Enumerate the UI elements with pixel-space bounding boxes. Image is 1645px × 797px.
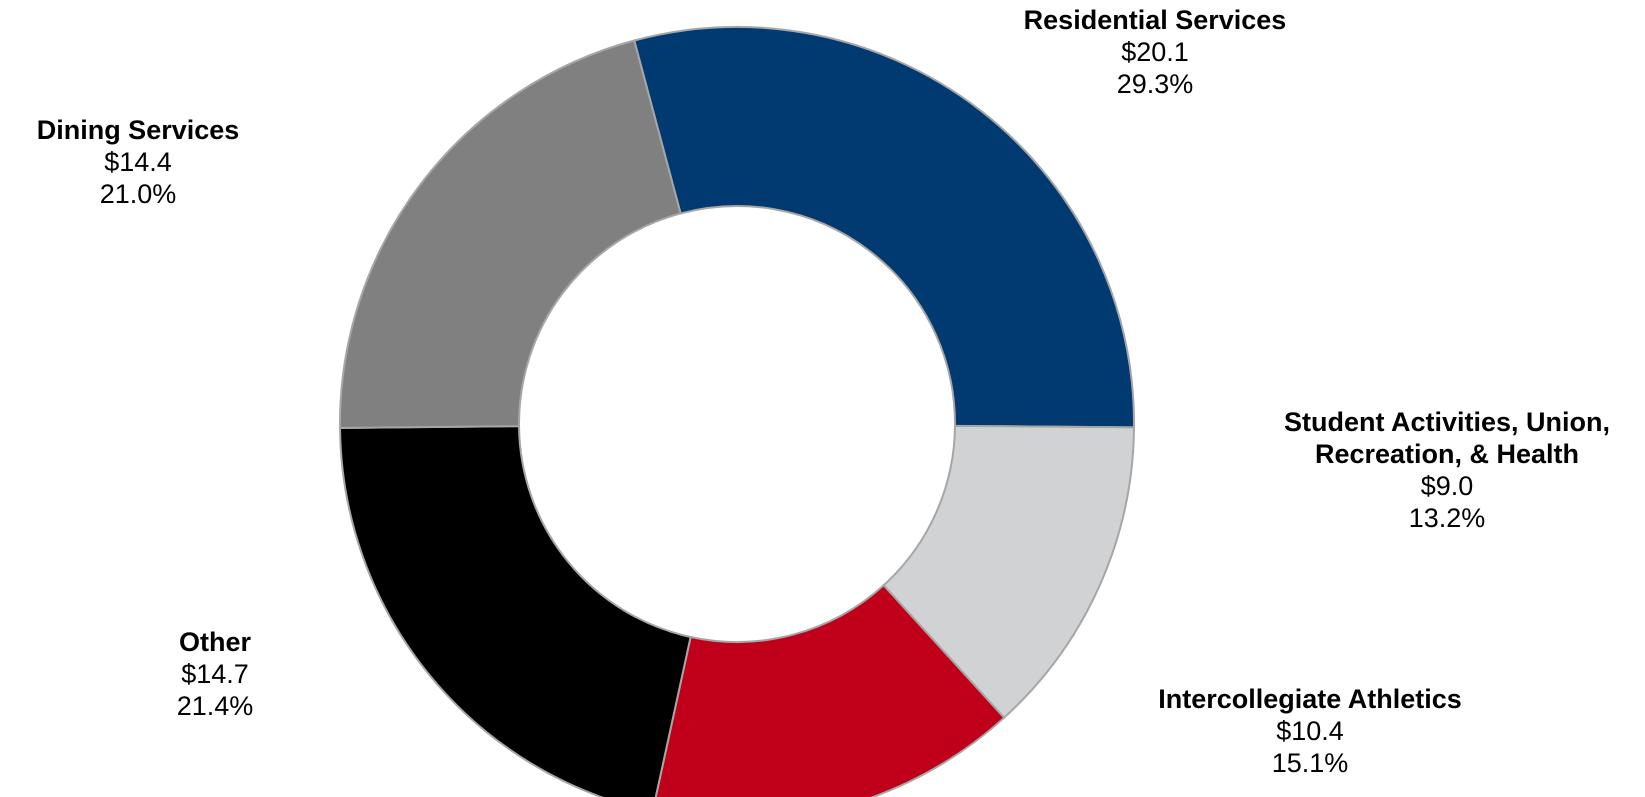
slice-percent: 29.3% [1005,68,1305,100]
slice-value: $20.1 [1005,36,1305,68]
donut-slices [340,27,1134,797]
slice-name: Other [135,626,295,658]
slice-value: $14.4 [0,146,276,178]
slice-other [340,426,691,797]
slice-name: Student Activities, Union, Recreation, &… [1250,406,1644,470]
slice-name: Intercollegiate Athletics [1130,683,1490,715]
slice-name: Residential Services [1005,4,1305,36]
slice-value: $9.0 [1250,470,1644,502]
slice-name: Dining Services [0,114,276,146]
slice-label-intercollegiate-athletics: Intercollegiate Athletics $10.4 15.1% [1130,683,1490,779]
slice-percent: 13.2% [1250,502,1644,534]
slice-label-student-activities: Student Activities, Union, Recreation, &… [1250,406,1644,534]
slice-percent: 21.0% [0,178,276,210]
slice-percent: 15.1% [1130,747,1490,779]
slice-dining-services [340,41,681,428]
slice-value: $10.4 [1130,715,1490,747]
slice-percent: 21.4% [135,690,295,722]
slice-label-other: Other $14.7 21.4% [135,626,295,722]
slice-label-dining-services: Dining Services $14.4 21.0% [0,114,276,210]
slice-label-residential-services: Residential Services $20.1 29.3% [1005,4,1305,100]
slice-value: $14.7 [135,658,295,690]
